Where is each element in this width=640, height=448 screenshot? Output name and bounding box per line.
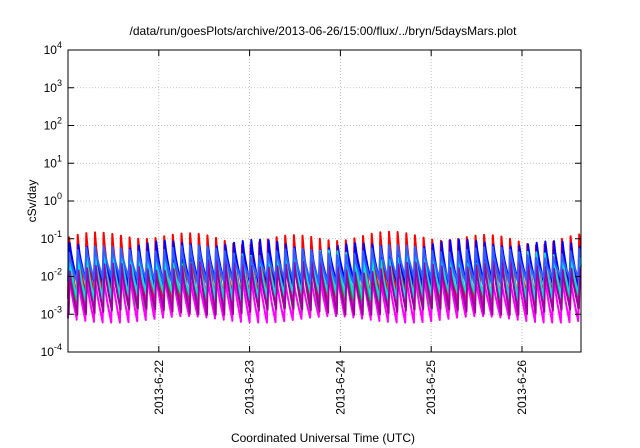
grid-lines	[68, 50, 581, 352]
y-tick-label: 104	[44, 40, 62, 57]
y-axis-label: cSv/day	[25, 180, 39, 223]
y-tick-label: 10-1	[41, 229, 62, 246]
x-tick-label: 2013-6-23	[243, 360, 257, 415]
y-tick-label: 10-4	[41, 342, 62, 359]
y-tick-label: 103	[44, 78, 62, 95]
x-tick-label: 2013-6-25	[424, 360, 438, 415]
y-tick-label: 10-3	[41, 304, 62, 321]
y-axis: 10-4 10-3 10-2 10-1 100 101 102 103 104	[41, 40, 581, 359]
y-tick-label: 10-2	[41, 267, 62, 284]
x-tick-label: 2013-6-24	[333, 360, 347, 415]
series-group	[67, 230, 582, 324]
x-axis-label: Coordinated Universal Time (UTC)	[231, 431, 415, 445]
x-tick-label: 2013-6-26	[515, 360, 529, 415]
chart-title: /data/run/goesPlots/archive/2013-06-26/1…	[130, 24, 518, 38]
x-axis: 2013-6-22 2013-6-23 2013-6-24 2013-6-25 2013…	[152, 50, 529, 415]
series-line	[67, 267, 582, 324]
x-tick-label: 2013-6-22	[152, 360, 166, 415]
y-tick-label: 102	[44, 116, 62, 133]
y-tick-label: 101	[44, 153, 62, 170]
y-tick-label: 100	[44, 191, 62, 208]
series-line	[67, 258, 581, 316]
series-line	[67, 243, 582, 285]
